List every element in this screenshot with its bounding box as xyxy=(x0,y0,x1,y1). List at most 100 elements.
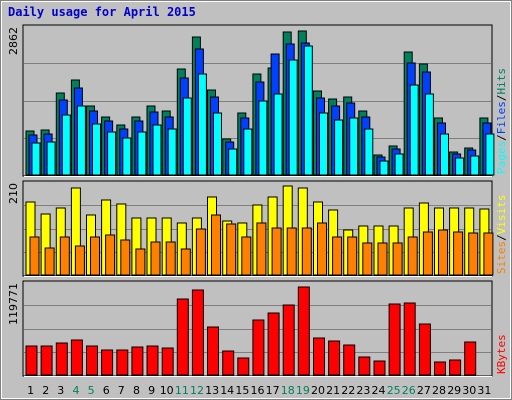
bar-kbytes-day-17 xyxy=(267,312,280,376)
bar-sites-day-14 xyxy=(226,223,237,276)
bar-kbytes-day-14 xyxy=(222,350,235,376)
day-label-8: 8 xyxy=(133,384,140,397)
legend-part: Sites xyxy=(495,241,508,274)
bar-sites-day-17 xyxy=(271,227,282,276)
day-label-1: 1 xyxy=(27,384,34,397)
max-value-label-visits_sites: 210 xyxy=(7,183,20,204)
bar-kbytes-day-29 xyxy=(449,359,462,376)
bar-pages-day-6 xyxy=(107,131,117,176)
bar-kbytes-day-10 xyxy=(161,347,174,376)
series-legend-hits_files_pages: Pages/Files/Hits xyxy=(495,68,508,174)
day-label-29: 29 xyxy=(447,384,461,397)
bar-sites-day-19 xyxy=(301,227,312,276)
bar-pages-day-24 xyxy=(379,160,389,176)
bar-kbytes-day-19 xyxy=(297,286,310,376)
bar-kbytes-day-20 xyxy=(313,337,325,376)
bar-pages-day-13 xyxy=(213,112,222,176)
bar-kbytes-day-15 xyxy=(237,357,250,376)
bar-sites-day-3 xyxy=(59,236,70,276)
day-label-28: 28 xyxy=(432,384,446,397)
bar-pages-day-3 xyxy=(61,114,71,176)
day-label-30: 30 xyxy=(462,384,476,397)
bar-kbytes-day-1 xyxy=(25,345,38,376)
bar-pages-day-11 xyxy=(182,97,192,176)
bar-pages-day-27 xyxy=(424,93,434,176)
bar-pages-day-16 xyxy=(258,100,268,176)
bar-kbytes-day-7 xyxy=(116,349,129,376)
max-value-label-kbytes: 119771 xyxy=(7,283,20,325)
bar-kbytes-day-18 xyxy=(282,304,295,376)
day-label-13: 13 xyxy=(205,384,219,397)
bar-sites-day-8 xyxy=(135,248,146,276)
bar-sites-day-7 xyxy=(120,239,131,276)
bar-sites-day-18 xyxy=(286,227,297,276)
bar-sites-day-22 xyxy=(347,236,358,276)
day-label-4: 4 xyxy=(73,384,80,397)
bar-sites-day-28 xyxy=(438,229,448,276)
bar-pages-day-2 xyxy=(46,141,56,176)
bar-sites-day-16 xyxy=(256,222,267,276)
bar-sites-day-6 xyxy=(105,234,116,276)
day-label-6: 6 xyxy=(103,384,110,397)
bar-sites-day-5 xyxy=(90,236,100,276)
series-legend-kbytes: KBytes xyxy=(495,334,508,374)
bar-pages-day-10 xyxy=(167,128,177,176)
bar-pages-day-30 xyxy=(470,155,480,176)
bar-pages-day-25 xyxy=(394,153,404,176)
legend-part: / xyxy=(495,134,508,141)
day-label-2: 2 xyxy=(42,384,49,397)
bar-kbytes-day-22 xyxy=(343,344,356,376)
bar-sites-day-27 xyxy=(422,231,433,276)
bar-sites-day-11 xyxy=(180,248,191,276)
day-label-14: 14 xyxy=(220,384,234,397)
bar-pages-day-9 xyxy=(152,124,162,176)
bar-kbytes-day-30 xyxy=(464,341,477,376)
legend-part: Pages xyxy=(495,141,508,174)
bar-kbytes-day-6 xyxy=(101,349,114,376)
bar-pages-day-29 xyxy=(455,157,465,176)
bar-kbytes-day-25 xyxy=(388,303,401,376)
bar-pages-day-22 xyxy=(349,117,359,176)
day-label-5: 5 xyxy=(88,384,95,397)
day-label-24: 24 xyxy=(372,384,386,397)
bar-pages-day-15 xyxy=(243,128,253,176)
bar-kbytes-day-9 xyxy=(146,345,159,376)
day-label-25: 25 xyxy=(387,384,401,397)
bar-pages-day-21 xyxy=(334,119,344,176)
bar-pages-day-28 xyxy=(440,133,449,176)
day-label-16: 16 xyxy=(251,384,265,397)
bar-kbytes-day-27 xyxy=(418,323,431,376)
bar-kbytes-day-4 xyxy=(70,339,83,376)
bar-pages-day-5 xyxy=(92,123,101,176)
series-legend-visits_sites: Sites/Visits xyxy=(495,195,508,275)
bar-kbytes-day-24 xyxy=(373,360,386,376)
legend-part: / xyxy=(495,95,508,102)
chart-title: Daily usage for April 2015 xyxy=(8,5,196,19)
legend-part: Visits xyxy=(495,195,508,235)
day-label-10: 10 xyxy=(160,384,174,397)
bar-kbytes-day-21 xyxy=(328,340,341,376)
bar-pages-day-31 xyxy=(485,133,495,176)
bar-pages-day-8 xyxy=(137,131,147,176)
bar-pages-day-26 xyxy=(409,84,419,176)
bar-sites-day-9 xyxy=(150,241,161,276)
bar-kbytes-day-28 xyxy=(434,361,446,376)
bar-kbytes-day-8 xyxy=(131,346,144,376)
legend-part: KBytes xyxy=(495,334,508,374)
day-label-15: 15 xyxy=(235,384,249,397)
legend-part: / xyxy=(495,234,508,241)
day-label-17: 17 xyxy=(266,384,280,397)
day-label-9: 9 xyxy=(148,384,155,397)
bar-kbytes-day-3 xyxy=(55,342,68,376)
bar-pages-day-7 xyxy=(122,137,132,176)
day-label-3: 3 xyxy=(57,384,64,397)
bar-sites-day-15 xyxy=(241,236,252,276)
bar-pages-day-1 xyxy=(31,142,41,176)
day-label-26: 26 xyxy=(402,384,416,397)
day-label-19: 19 xyxy=(296,384,310,397)
bar-pages-day-4 xyxy=(76,105,86,176)
day-label-31: 31 xyxy=(477,384,491,397)
bar-kbytes-day-5 xyxy=(86,345,98,376)
bar-sites-day-24 xyxy=(377,242,388,276)
